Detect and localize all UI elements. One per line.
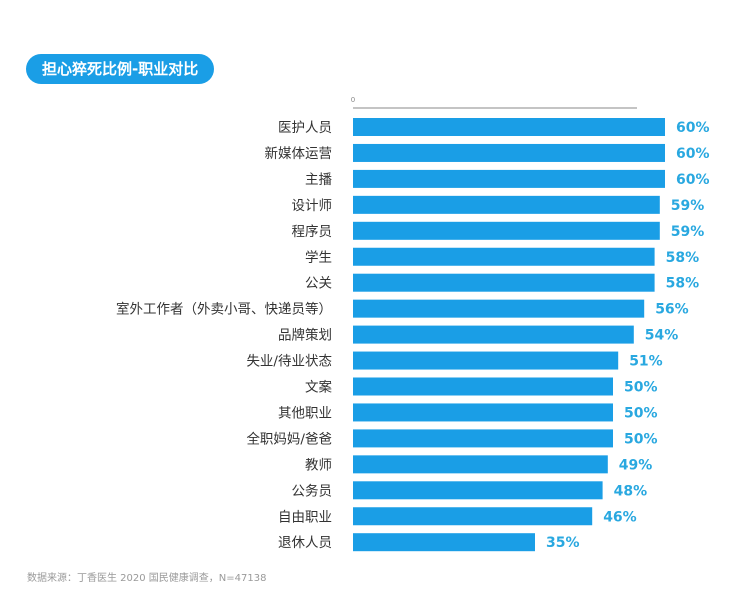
data-label: 59% (671, 224, 705, 240)
category-label: 教师 (305, 457, 332, 473)
bar (353, 507, 593, 526)
category-label: 其他职业 (278, 405, 332, 421)
data-source-note: 数据来源：丁香医生 2020 国民健康调查，N=47138 (27, 573, 267, 584)
bar (353, 481, 603, 500)
data-label: 58% (666, 276, 700, 292)
category-label: 品牌策划 (278, 327, 332, 344)
category-label: 室外工作者（外卖小哥、快递员等） (116, 301, 332, 318)
category-label: 主播 (305, 172, 332, 188)
category-label: 全职妈妈/爸爸 (246, 430, 332, 447)
category-label: 学生 (305, 250, 332, 266)
bar (353, 377, 613, 396)
data-label: 50% (624, 431, 658, 447)
bar (353, 325, 634, 344)
category-label: 公务员 (292, 483, 333, 499)
data-label: 46% (603, 509, 637, 525)
data-label: 35% (546, 535, 580, 551)
bar (353, 273, 655, 292)
category-label: 程序员 (292, 224, 333, 240)
category-label: 医护人员 (278, 120, 332, 136)
bars (353, 118, 665, 552)
bar (353, 429, 613, 448)
bar (353, 533, 535, 552)
bar (353, 247, 655, 266)
bar (353, 169, 665, 188)
data-label: 50% (624, 405, 658, 421)
value-labels: 60% 60% 60% 59% 59% 58% 58% 56% 54% 51% 50% 50% 50% 4… (546, 120, 710, 551)
bar (353, 118, 665, 136)
category-label: 设计师 (292, 198, 333, 214)
x-tick-label: 0 (351, 96, 355, 104)
data-label: 51% (629, 354, 663, 370)
data-label: 60% (676, 120, 710, 136)
bar (353, 299, 645, 318)
bar (353, 403, 613, 422)
data-label: 60% (676, 146, 710, 162)
category-label: 自由职业 (278, 509, 332, 525)
data-label: 60% (676, 172, 710, 188)
category-label: 退休人员 (278, 535, 332, 551)
data-label: 49% (619, 457, 653, 473)
data-label: 56% (655, 302, 689, 318)
x-axis-ticks: 0100% (351, 96, 355, 104)
bar (353, 351, 619, 370)
data-label: 59% (671, 198, 705, 214)
category-label: 新媒体运营 (265, 146, 333, 162)
category-label: 文案 (305, 379, 332, 396)
bar (353, 455, 608, 474)
bar (353, 221, 660, 240)
data-label: 48% (614, 483, 648, 499)
data-label: 50% (624, 380, 658, 396)
bar (353, 143, 665, 162)
bar (353, 195, 660, 214)
category-label: 失业/待业状态 (246, 354, 332, 370)
chart-title: 担心猝死比例-职业对比 (26, 54, 215, 84)
category-label: 公关 (305, 276, 332, 292)
data-label: 54% (645, 328, 679, 344)
data-label: 58% (666, 250, 700, 266)
